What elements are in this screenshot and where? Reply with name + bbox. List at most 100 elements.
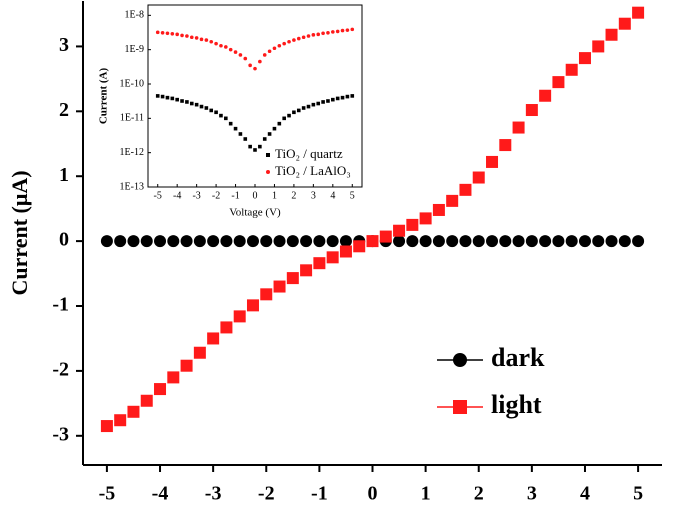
data-point xyxy=(233,126,238,131)
data-point xyxy=(154,235,167,248)
data-point xyxy=(406,218,419,231)
data-point xyxy=(204,106,209,110)
x-tick-label: 0 xyxy=(253,190,258,201)
x-tick-label: -5 xyxy=(154,190,162,201)
data-point xyxy=(472,235,485,248)
data-point xyxy=(175,32,179,37)
x-tick-label: 5 xyxy=(350,190,355,201)
data-point xyxy=(592,40,605,53)
data-point xyxy=(539,89,552,102)
data-point xyxy=(127,235,140,248)
data-point xyxy=(345,94,350,99)
data-point xyxy=(393,224,406,237)
data-point xyxy=(306,104,311,109)
data-point xyxy=(154,383,167,396)
data-point xyxy=(167,371,180,384)
data-point xyxy=(238,132,243,136)
data-point xyxy=(185,100,189,104)
data-point xyxy=(180,33,184,38)
data-point xyxy=(350,94,355,98)
data-point xyxy=(207,332,220,345)
data-point xyxy=(127,405,140,418)
data-point xyxy=(282,41,286,46)
inset-background xyxy=(88,0,370,222)
data-point xyxy=(246,235,259,248)
data-point xyxy=(472,171,485,184)
data-point xyxy=(185,34,189,38)
data-point xyxy=(432,203,445,216)
data-point xyxy=(350,27,355,32)
data-point xyxy=(539,235,552,248)
data-point xyxy=(248,63,252,68)
legend-marker xyxy=(266,170,270,174)
data-point xyxy=(194,102,199,107)
data-point xyxy=(296,108,301,113)
data-point xyxy=(525,104,538,117)
data-point xyxy=(311,102,316,107)
data-point xyxy=(209,108,214,113)
data-point xyxy=(313,257,326,270)
data-point xyxy=(167,235,180,248)
data-point xyxy=(219,43,223,48)
x-tick-label: 2 xyxy=(474,483,484,505)
data-point xyxy=(605,235,618,248)
data-point xyxy=(262,53,267,57)
data-point xyxy=(114,414,127,427)
data-point xyxy=(335,29,340,34)
y-tick-label: 1E-8 xyxy=(125,10,144,21)
x-tick-label: 5 xyxy=(633,483,643,505)
data-point xyxy=(316,101,321,106)
data-point xyxy=(393,235,406,248)
data-point xyxy=(300,235,313,248)
data-point xyxy=(287,39,291,44)
legend-label: dark xyxy=(491,343,545,372)
data-point xyxy=(499,139,512,152)
data-point xyxy=(228,121,233,126)
data-point xyxy=(432,235,445,248)
data-point xyxy=(335,96,340,101)
data-point xyxy=(219,113,223,118)
x-tick-label: -5 xyxy=(99,483,116,505)
y-tick-label: 1E-12 xyxy=(120,147,144,158)
x-tick-label: 2 xyxy=(291,190,296,201)
data-point xyxy=(253,148,257,152)
data-point xyxy=(233,310,246,323)
data-point xyxy=(296,36,301,41)
data-point xyxy=(300,264,313,277)
legend-label: light xyxy=(491,390,542,419)
data-point xyxy=(272,126,277,131)
data-point xyxy=(207,235,220,248)
data-point xyxy=(379,230,392,243)
data-point xyxy=(199,104,204,109)
data-point xyxy=(193,346,206,359)
x-tick-label: -3 xyxy=(205,483,222,505)
data-point xyxy=(258,144,262,149)
data-point xyxy=(260,288,273,301)
data-point xyxy=(446,194,459,207)
x-tick-label: -1 xyxy=(311,483,328,505)
y-tick-label: -3 xyxy=(52,423,69,445)
data-point xyxy=(228,47,233,52)
y-axis-label: Current (μA) xyxy=(7,170,32,295)
data-point xyxy=(331,97,335,102)
data-point xyxy=(100,235,113,248)
data-point xyxy=(214,110,218,115)
data-point xyxy=(292,110,296,115)
data-point xyxy=(267,132,272,136)
y-tick-label: 1E-13 xyxy=(120,181,144,192)
x-tick-label: 4 xyxy=(580,483,590,505)
legend-marker xyxy=(266,153,270,157)
legend-label: TiO₂ / quartz xyxy=(275,146,343,161)
data-point xyxy=(331,30,335,34)
data-point xyxy=(253,66,257,71)
data-point xyxy=(260,235,273,248)
data-point xyxy=(114,235,127,248)
data-point xyxy=(286,272,299,285)
data-point xyxy=(175,97,179,102)
data-point xyxy=(326,251,339,264)
data-point xyxy=(277,43,282,48)
data-point xyxy=(552,235,565,248)
data-point xyxy=(272,46,277,51)
x-tick-label: -2 xyxy=(258,483,275,505)
